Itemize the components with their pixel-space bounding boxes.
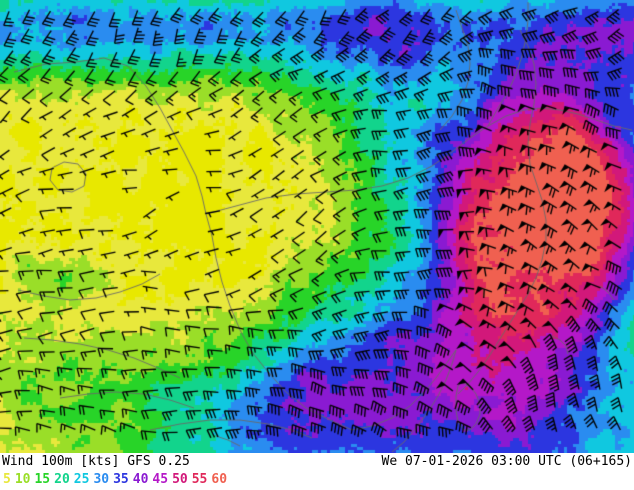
legend-entry-60: 60 [211,472,228,487]
legend-entry-35: 35 [113,472,129,487]
legend-entry-20: 20 [54,472,70,487]
legend-entry-25: 25 [73,472,90,487]
map-footer: Wind 100m [kts] GFS 0.25 We 07-01-2026 0… [0,453,634,490]
map-title: Wind 100m [kts] GFS 0.25 [2,454,190,469]
color-scale-legend: 5 10 15 20 25 30 35 40 45 50 55 60 [3,472,303,488]
legend-entry-40: 40 [132,472,149,487]
legend-entry-15: 15 [34,472,51,487]
legend-entry-30: 30 [93,472,110,487]
legend-entry-5: 5 [3,472,11,487]
wind-speed-heatmap [0,0,634,453]
legend-entry-10: 10 [14,472,31,487]
map-area[interactable] [0,0,634,453]
legend-entry-45: 45 [152,472,169,487]
legend-entry-55: 55 [191,472,208,487]
legend-entry-50: 50 [172,472,188,487]
model-run-timestamp: We 07-01-2026 03:00 UTC (06+165) [381,454,632,469]
